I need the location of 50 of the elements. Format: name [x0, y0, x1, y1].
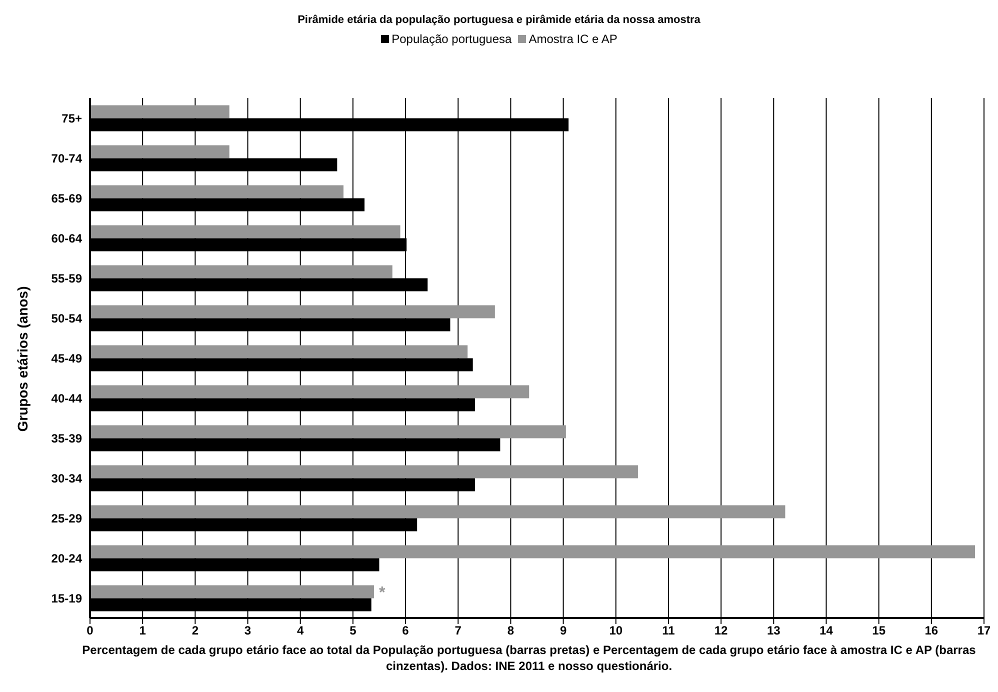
y-tick-label: 35-39: [51, 431, 82, 446]
bar: [90, 225, 400, 238]
y-tick-label: 15-19: [51, 591, 82, 606]
bar: [90, 585, 374, 598]
x-tick-label: 10: [609, 624, 623, 638]
bar: [90, 345, 468, 358]
x-tick-label: 0: [86, 624, 94, 638]
y-tick-label: 50-54: [51, 311, 82, 326]
x-tick-label: 7: [454, 624, 462, 638]
x-tick-label: 14: [820, 624, 834, 638]
bar: [90, 385, 530, 398]
bar: [90, 545, 976, 558]
x-tick-label: 9: [560, 624, 567, 638]
x-tick-label: 6: [402, 624, 410, 638]
legend-label: Amostra IC e AP: [528, 32, 618, 46]
chart-title: Pirâmide etária da população portuguesa e pirâmide etária da nossa amostra: [296, 14, 702, 26]
bar: [90, 105, 230, 118]
y-tick-label: 45-49: [51, 351, 82, 366]
x-tick-label: 13: [766, 624, 781, 638]
y-tick-label: 65-69: [51, 191, 82, 206]
x-tick-label: 15: [872, 624, 886, 638]
y-tick-label: 30-34: [51, 471, 82, 486]
bar: [90, 145, 230, 158]
x-axis-title: Percentagem de cada grupo etário face ao total da População portuguesa (barras pretas) e Percentagem de cada grupo etário face à amostra IC e AP (barras cinzentas). Dados: INE 2011 e nosso questionário.: [81, 642, 977, 674]
bar: [90, 425, 566, 438]
bar: [90, 305, 495, 318]
y-tick-label: 20-24: [51, 551, 82, 566]
x-tick-label: 11: [662, 624, 676, 638]
bar: [90, 465, 638, 478]
bar: [90, 505, 786, 518]
legend-label: População portuguesa: [390, 32, 512, 46]
y-axis-title: Grupos etários (anos): [15, 286, 31, 432]
y-tick-label: 60-64: [51, 231, 82, 246]
x-tick-label: 16: [924, 624, 938, 638]
x-tick-label: 5: [350, 624, 357, 638]
y-tick-label: 70-74: [51, 151, 82, 166]
x-tick-label: 2: [192, 624, 199, 638]
x-tick-label: 4: [297, 624, 304, 638]
x-tick-label: 1: [139, 624, 146, 638]
y-tick-label: 25-29: [51, 511, 82, 526]
x-tick-label: 17: [977, 624, 991, 638]
x-tick-label: 8: [507, 624, 514, 638]
y-tick-label: 55-59: [51, 271, 82, 286]
x-tick-label: 3: [244, 624, 252, 638]
bar: [90, 185, 344, 198]
x-tick-label: 12: [714, 624, 728, 638]
y-tick-label: 75+: [62, 111, 82, 126]
y-tick-label: 40-44: [51, 391, 82, 406]
annotation: *: [378, 584, 386, 602]
bar: [90, 265, 392, 278]
